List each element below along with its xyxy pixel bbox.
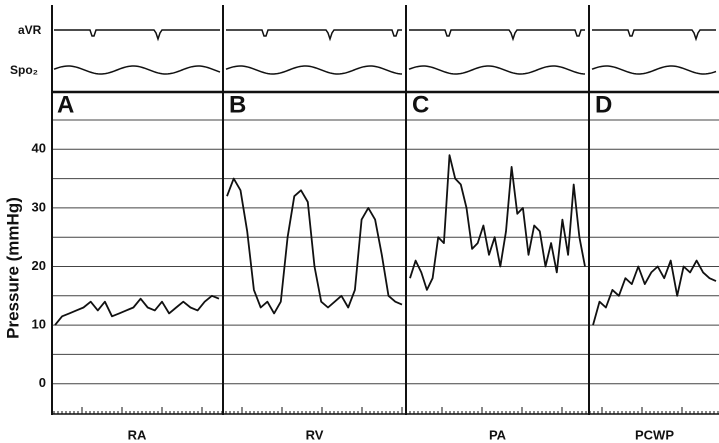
pressure-trace (226, 177, 403, 315)
ecg-trace (54, 29, 220, 42)
panel-label: B (229, 91, 246, 118)
trace-label: Spo₂ (10, 63, 38, 77)
ecg-trace (226, 29, 402, 42)
pleth-trace (53, 65, 221, 75)
ecg-trace (592, 29, 716, 42)
background (51, 5, 719, 415)
pleth-trace (408, 65, 586, 75)
panel-label: A (57, 91, 74, 118)
pressure-trace (54, 294, 220, 326)
category-label: PA (489, 427, 507, 442)
y-tick-label: 40 (32, 141, 46, 156)
y-tick-label: 10 (32, 317, 46, 332)
trace-label: aVR (18, 23, 42, 37)
panel-label: D (595, 91, 612, 118)
y-tick-label: 30 (32, 199, 46, 214)
category-label: PCWP (635, 427, 674, 442)
pressure-trace (409, 154, 586, 291)
pleth-trace (225, 65, 403, 75)
y-axis-label: Pressure (mmHg) (3, 197, 22, 339)
pressure-trace (592, 259, 717, 326)
y-tick-label: 20 (32, 258, 46, 273)
y-tick-label: 0 (39, 375, 46, 390)
category-label: RV (306, 427, 324, 442)
panel-label: C (412, 91, 429, 118)
category-label: RA (128, 427, 147, 442)
pleth-trace (591, 65, 717, 75)
ecg-trace (409, 29, 585, 42)
